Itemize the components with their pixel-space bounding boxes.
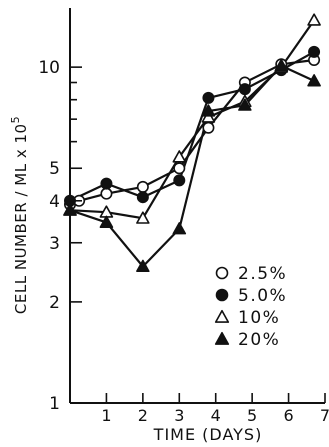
legend-marker [215,266,229,280]
axes: 1 2 3 4 5 10 1 2 3 4 5 6 7 [38,8,329,425]
data-point [136,211,150,224]
legend: 2.5%5.0%10%20% [214,264,287,350]
legend-marker [215,288,229,302]
data-point [136,180,149,193]
y-tick-label: 4 [49,192,60,212]
legend-label: 2.5% [238,264,287,284]
y-axis-label-main: CELL NUMBER / ML x 10 [12,123,30,314]
data-point [172,150,187,163]
legend-label: 5.0% [238,286,287,306]
series-markers-0 [64,54,321,211]
legend-item: 20% [214,330,280,350]
x-tick-label: 6 [283,406,293,425]
y-tick-label: 2 [49,293,60,313]
data-point [136,191,149,204]
x-tick-label: 7 [320,406,329,425]
y-tick-label: 5 [49,159,60,179]
series-3 [69,64,315,268]
data-point [307,13,321,26]
y-tick-label: 3 [49,234,60,254]
data-point [100,187,113,200]
y-tick-label: 10 [38,58,60,78]
data-point [307,74,321,87]
data-point [100,177,113,190]
series-line [69,64,315,268]
legend-label: 20% [238,330,280,350]
y-axis-label-exponent: 5 [9,116,22,124]
x-tick-label: 4 [211,406,221,425]
plot-area [63,13,321,273]
data-point [136,259,150,273]
x-tick-label: 3 [174,406,184,425]
data-point [274,58,289,72]
legend-item: 5.0% [215,286,287,306]
data-point [238,83,251,96]
legend-marker [214,309,230,323]
data-point [172,222,187,235]
y-tick-label: 1 [49,394,60,414]
data-point [99,215,114,228]
x-tick-label: 5 [247,406,257,425]
legend-item: 2.5% [215,264,287,284]
data-point [202,121,215,134]
data-point [201,104,216,117]
series-markers-3 [63,58,321,273]
x-tick-label: 2 [138,406,148,425]
x-tick-label: 1 [101,406,111,425]
data-point [173,174,186,187]
data-point [202,91,215,104]
legend-label: 10% [238,308,280,328]
legend-item: 10% [214,308,280,328]
data-point [308,45,321,58]
data-point [173,162,186,175]
data-point [238,98,252,111]
y-axis-label: CELL NUMBER / ML x 105 [9,116,30,314]
legend-marker [214,331,230,345]
x-axis-label: TIME (DAYS) [153,425,263,444]
